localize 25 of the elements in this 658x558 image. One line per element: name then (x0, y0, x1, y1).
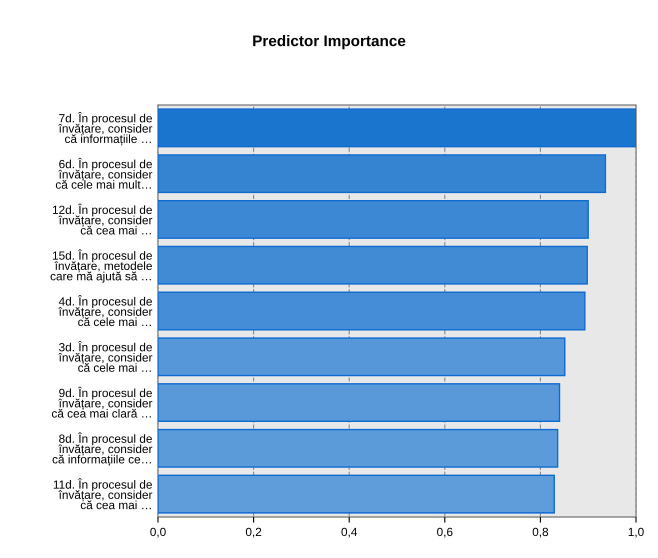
y-tick-label: 11d. În procesul de învățare, consider că cea mai … (54, 478, 152, 510)
bar (158, 200, 589, 239)
y-tick-label: 8d. În procesul de învățare, consider că informațiile ce… (52, 432, 152, 466)
x-tick-label: 0,0 (150, 528, 166, 538)
y-tick-label: 6d. În procesul de învățare, consider că cele mai mult… (56, 158, 152, 189)
bar (158, 474, 555, 514)
chart-title: Predictor Importance (253, 35, 406, 50)
bar (158, 292, 586, 330)
y-tick-label: 3d. În procesul de învățare, consider că cele mai … (58, 340, 152, 372)
y-tick-label: 12d. În procesul de învățare, consider că cea mai … (52, 204, 152, 235)
bar (158, 108, 636, 148)
bar (158, 154, 606, 194)
bar (158, 337, 566, 376)
x-tick-label: 0,4 (341, 528, 358, 538)
x-tick-label: 0,2 (246, 528, 262, 538)
bar (158, 246, 588, 285)
x-tick-label: 0,8 (532, 528, 548, 538)
bar (158, 428, 558, 468)
x-tick-label: 1,0 (628, 528, 644, 538)
x-tick-label: 0,6 (437, 528, 452, 538)
y-tick-label: 4d. În procesul de învățare, consider că cele mai … (58, 295, 152, 326)
y-tick-label: 9d. În procesul de învățare, consider că cea mai clară … (52, 386, 152, 418)
bar (158, 383, 560, 422)
y-tick-label: 7d. În procesul de învățare, consider că informațiile … (58, 112, 152, 146)
y-tick-label: 15d. În procesul de învățare, metodele care mă ajută să … (50, 249, 152, 283)
